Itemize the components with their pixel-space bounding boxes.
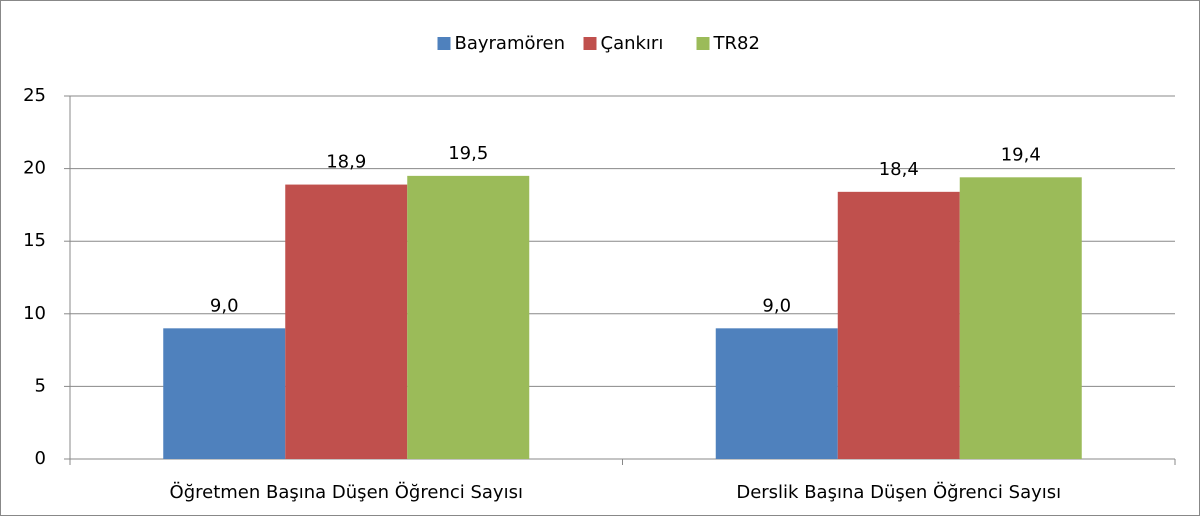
legend-label: Bayramören	[455, 33, 566, 54]
legend-label: Çankırı	[601, 33, 664, 54]
data-label: 18,4	[879, 159, 919, 180]
y-tick-label: 10	[23, 303, 46, 324]
data-label: 9,0	[762, 295, 791, 316]
y-tick-label: 0	[35, 448, 46, 469]
y-tick-label: 20	[23, 158, 46, 179]
y-tick-label: 15	[23, 230, 46, 251]
bar	[285, 184, 408, 459]
bar	[959, 177, 1082, 459]
x-tick-label: Derslik Başına Düşen Öğrenci Sayısı	[736, 481, 1061, 503]
data-label: 19,4	[1001, 144, 1041, 165]
data-label: 9,0	[210, 295, 239, 316]
bar	[837, 191, 960, 459]
legend-swatch	[583, 37, 597, 50]
y-tick-label: 25	[23, 85, 46, 106]
y-tick-label: 5	[35, 375, 46, 396]
legend-swatch	[696, 37, 710, 50]
bar	[407, 175, 530, 460]
data-label: 18,9	[326, 152, 366, 173]
bar	[715, 328, 838, 459]
legend-label: TR82	[713, 33, 760, 54]
bar	[163, 328, 286, 459]
data-label: 19,5	[448, 143, 488, 164]
x-tick-label: Öğretmen Başına Düşen Öğrenci Sayısı	[170, 481, 523, 503]
legend-swatch	[437, 37, 451, 50]
